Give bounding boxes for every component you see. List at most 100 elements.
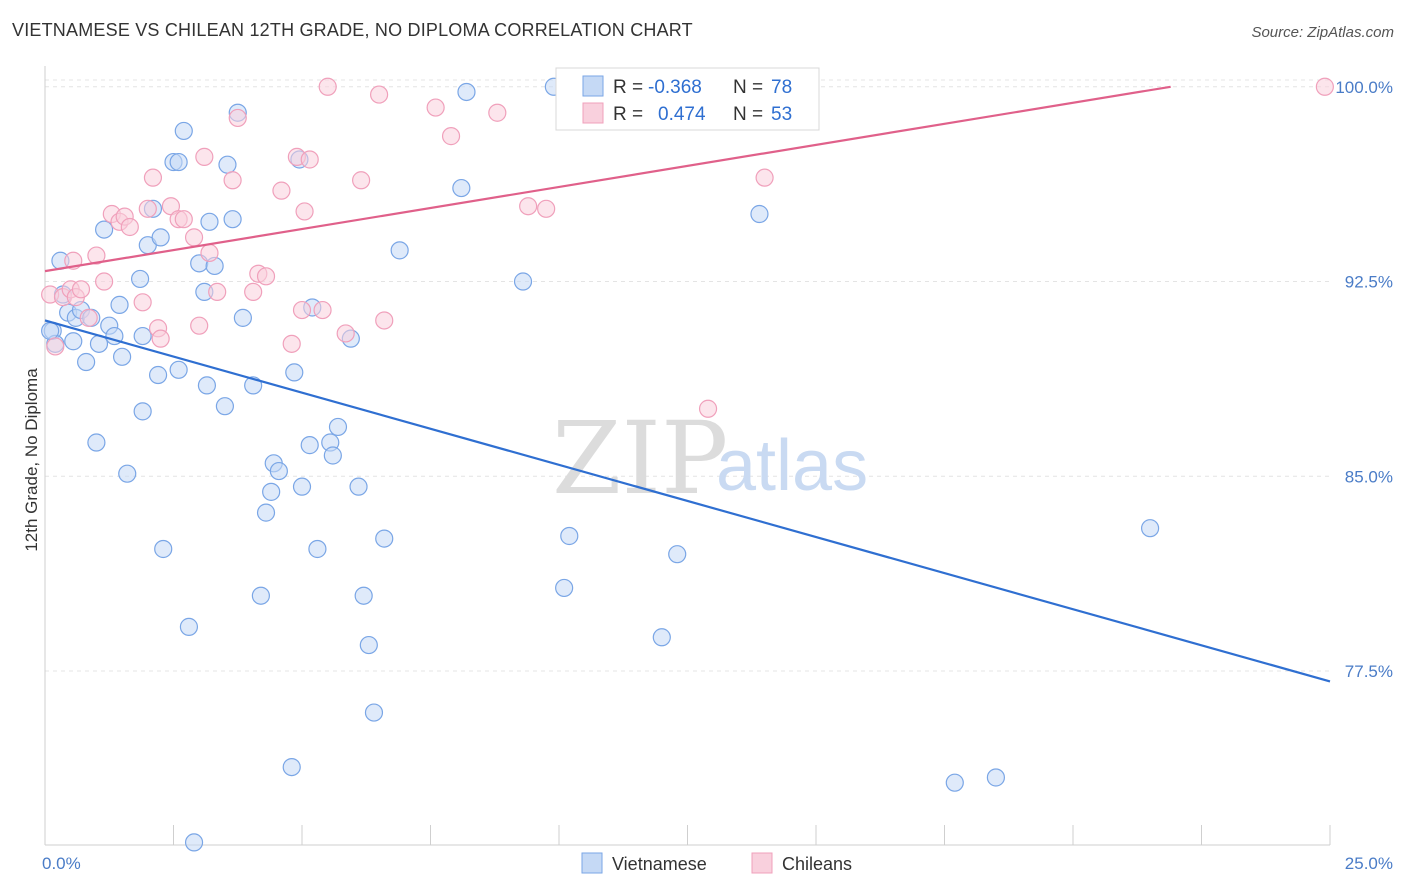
point-vietnamese (130, 269, 150, 289)
point-vietnamese (292, 477, 312, 496)
point-vietnamese (555, 578, 574, 598)
point-chileans (174, 210, 193, 229)
point-chileans (295, 202, 314, 221)
point-vietnamese (668, 545, 687, 564)
point-vietnamese (95, 220, 114, 239)
point-vietnamese (251, 586, 270, 605)
point-vietnamese (223, 210, 242, 229)
point-chileans (190, 316, 209, 335)
point-chileans (244, 282, 263, 302)
point-vietnamese (359, 635, 378, 655)
point-chileans (282, 334, 301, 353)
point-chileans (223, 171, 242, 190)
point-vietnamese (375, 529, 394, 548)
series-label-chileans: Chileans (782, 854, 852, 874)
point-vietnamese (87, 433, 106, 452)
point-vietnamese (652, 628, 671, 647)
point-vietnamese (282, 757, 301, 777)
point-chileans (698, 399, 718, 418)
point-vietnamese (300, 436, 319, 455)
point-chileans (95, 272, 114, 291)
point-vietnamese (184, 833, 204, 852)
point-chileans (208, 282, 227, 302)
point-vietnamese (364, 703, 384, 722)
point-vietnamese (110, 295, 129, 314)
point-chileans (537, 199, 556, 218)
point-vietnamese (986, 768, 1006, 787)
point-chileans (256, 267, 276, 286)
point-vietnamese (148, 365, 168, 385)
point-chileans (138, 199, 157, 218)
point-chileans (375, 311, 394, 330)
y-tick-label: 85.0% (1345, 467, 1393, 486)
y-tick-label: 92.5% (1345, 273, 1393, 292)
series-swatch-chileans (751, 852, 773, 874)
point-vietnamese (262, 482, 281, 501)
axes (44, 66, 1331, 846)
series-swatch-vietnamese (581, 852, 603, 874)
point-vietnamese (169, 360, 188, 379)
data-points (41, 77, 1334, 852)
point-vietnamese (457, 82, 476, 102)
y-tick-label: 77.5% (1345, 662, 1393, 681)
legend-n-label-1: N = (733, 77, 763, 98)
point-chileans (352, 171, 371, 190)
point-vietnamese (218, 155, 237, 174)
point-chileans (318, 77, 337, 96)
y-axis-label: 12th Grade, No Diploma (22, 368, 41, 552)
point-chileans (519, 197, 538, 216)
watermark: ZIP atlas (552, 400, 868, 517)
point-chileans (370, 85, 389, 104)
legend-swatch-chileans (582, 102, 604, 124)
watermark-atlas: atlas (716, 426, 868, 506)
point-chileans (200, 243, 219, 263)
point-vietnamese (390, 241, 409, 260)
trend-line-vietnamese (44, 319, 1331, 683)
chart-source: Source: ZipAtlas.com (1251, 24, 1394, 41)
point-vietnamese (179, 617, 199, 636)
legend-r-label-2: R = (613, 104, 643, 125)
point-vietnamese (197, 376, 217, 395)
point-chileans (79, 308, 98, 327)
point-vietnamese (64, 332, 83, 351)
point-chileans (488, 103, 507, 122)
point-chileans (272, 181, 291, 200)
legend-n-value-1: 78 (771, 77, 792, 98)
x-tick-label: 0.0% (42, 854, 81, 873)
point-vietnamese (354, 586, 373, 605)
legend-r-label-1: R = (613, 77, 643, 98)
legend-r-value-2: 0.474 (658, 104, 706, 125)
point-chileans (313, 300, 332, 320)
point-vietnamese (133, 402, 152, 421)
chart-title: VIETNAMESE VS CHILEAN 12TH GRADE, NO DIP… (12, 20, 693, 40)
point-chileans (120, 217, 139, 237)
y-tick-label: 100.0% (1335, 78, 1393, 97)
watermark-zip: ZIP (552, 400, 728, 517)
point-chileans (1315, 77, 1334, 96)
series-legend: Vietnamese Chileans (581, 852, 852, 874)
point-vietnamese (112, 347, 132, 366)
point-vietnamese (169, 152, 188, 172)
legend-r-value-1: -0.368 (648, 77, 702, 98)
point-vietnamese (349, 477, 368, 496)
point-chileans (292, 300, 312, 320)
trend-lines (44, 85, 1331, 683)
point-chileans (336, 324, 355, 343)
point-chileans (426, 98, 445, 117)
point-vietnamese (215, 397, 234, 416)
point-vietnamese (77, 352, 96, 372)
point-chileans (133, 293, 152, 312)
point-vietnamese (945, 773, 964, 792)
point-vietnamese (154, 539, 173, 559)
legend-n-label-2: N = (733, 104, 763, 125)
x-tick-labels: 0.0% 25.0% (42, 854, 1393, 873)
point-chileans (151, 329, 170, 348)
point-vietnamese (323, 446, 342, 465)
point-chileans (441, 127, 461, 146)
point-vietnamese (200, 212, 219, 231)
point-chileans (228, 108, 247, 128)
legend-swatch-vietnamese (582, 75, 604, 97)
point-chileans (143, 168, 163, 187)
point-vietnamese (256, 503, 276, 522)
